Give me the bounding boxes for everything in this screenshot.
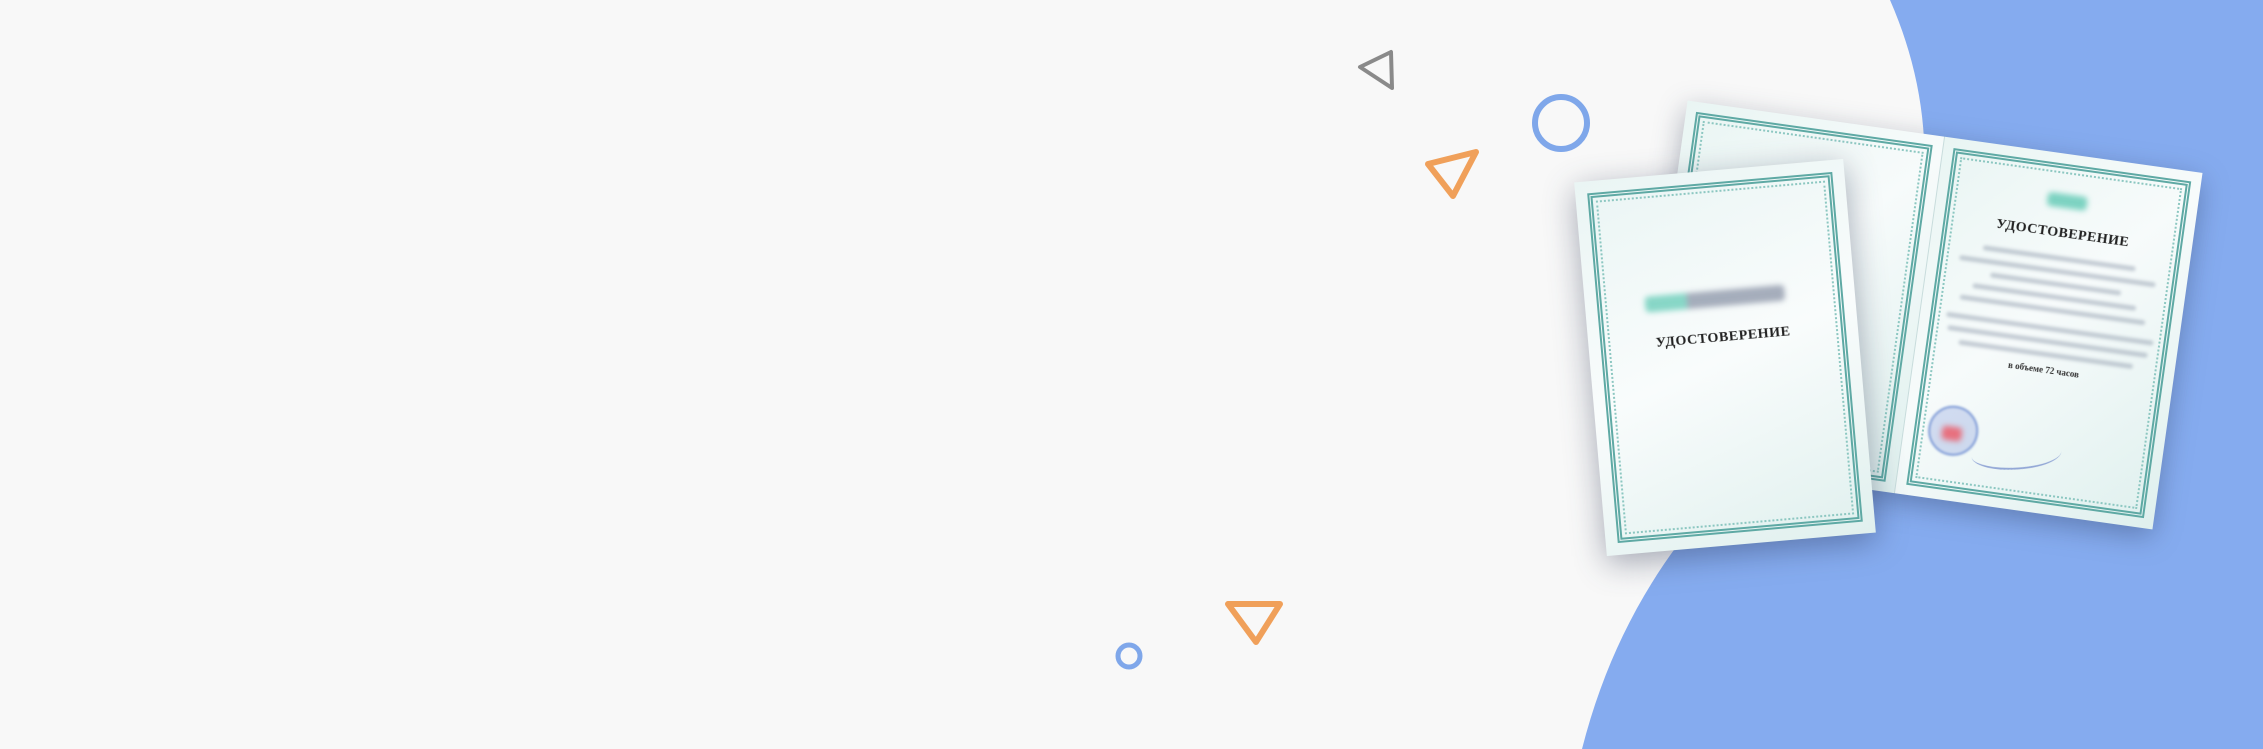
orange-triangle-icon	[1425, 149, 1479, 199]
certificate-right-page: УДОСТОВЕРЕНИЕ в объеме 72 часов	[1894, 136, 2203, 530]
stamp-logo-icon	[1940, 425, 1963, 442]
blue-circle-icon	[1532, 94, 1590, 152]
certificate-text-block: УДОСТОВЕРЕНИЕ в объеме 72 часов	[1934, 179, 2177, 390]
small-blue-circle-icon	[1115, 642, 1143, 670]
orange-triangle-icon	[1225, 601, 1283, 645]
gray-triangle-icon	[1358, 50, 1394, 90]
certificate-border	[1587, 171, 1863, 544]
certificates-photo: УДОСТОВЕРЕНИЕ в объеме 72 часов УДОСТОВЕ…	[1574, 100, 2210, 570]
certificate-cover: УДОСТОВЕРЕНИЕ	[1574, 158, 1876, 557]
